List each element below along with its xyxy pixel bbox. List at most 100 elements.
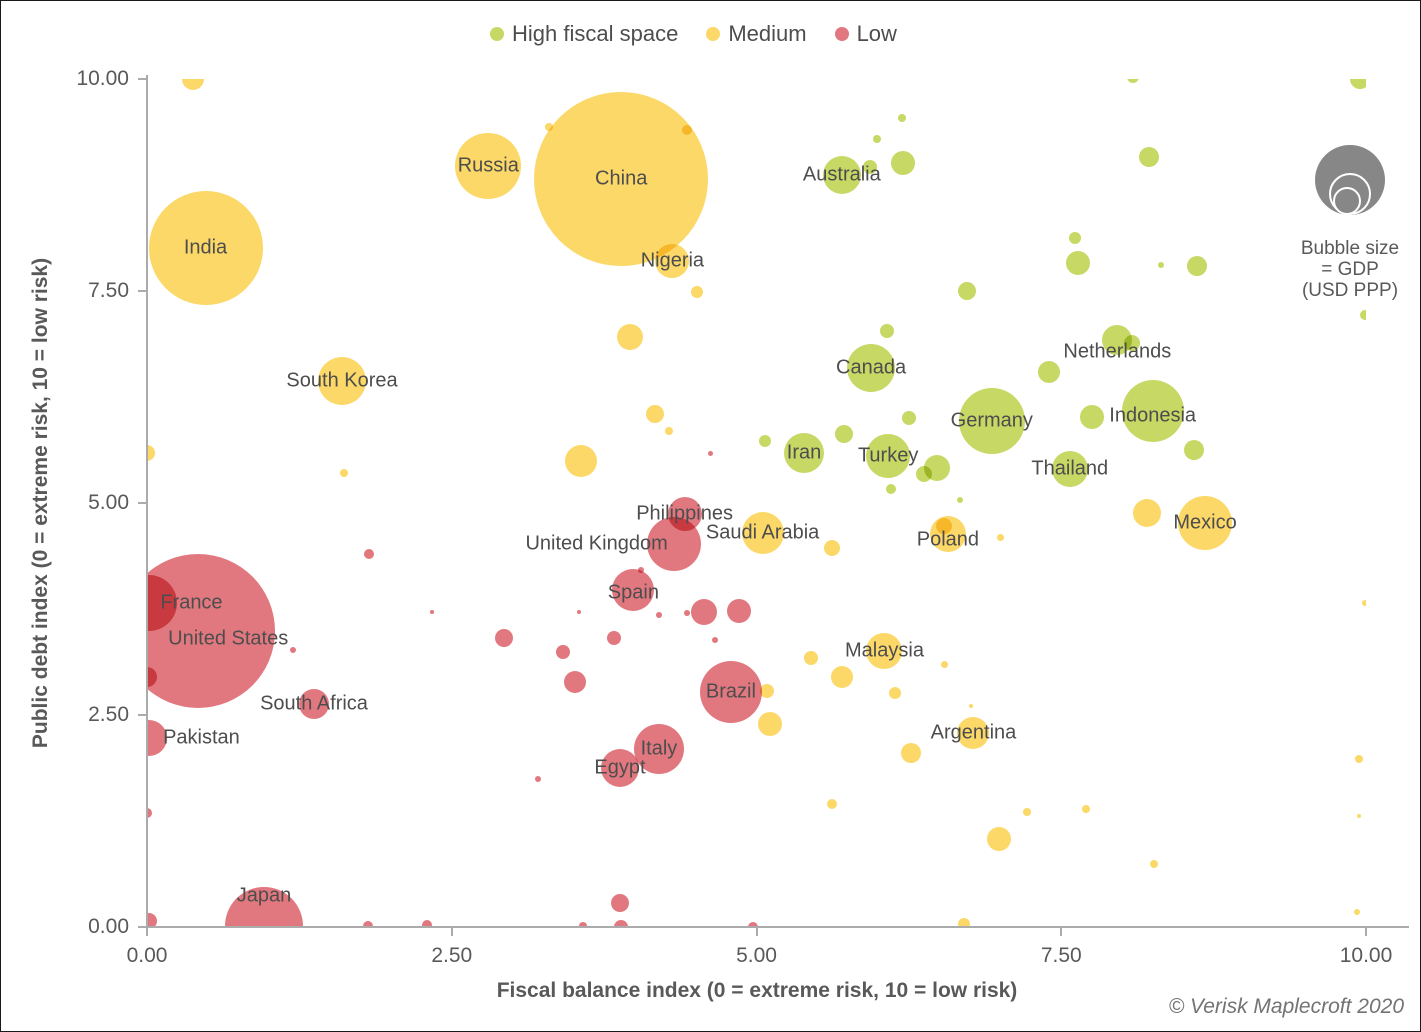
x-axis-line (146, 926, 1409, 928)
size-legend-line-1: Bubble size (1300, 238, 1400, 259)
bubble (664, 426, 673, 435)
bubble (885, 483, 896, 494)
x-tick-label: 0.00 (126, 944, 168, 967)
bubble (889, 686, 902, 699)
size-legend-line-2: = GDP (1321, 259, 1379, 280)
bubble (890, 150, 915, 175)
bubble (614, 920, 629, 927)
bubble-philippines (667, 497, 702, 532)
bubble (545, 123, 554, 132)
bubble (637, 566, 644, 573)
bubble (1361, 600, 1366, 607)
bubble (747, 922, 758, 927)
bubble-indonesia (1121, 380, 1184, 443)
y-tick-label: 5.00 (88, 491, 129, 514)
y-axis-line (146, 75, 148, 929)
x-axis-title: Fiscal balance index (0 = extreme risk, … (496, 979, 1018, 1002)
bubble-brazil (699, 661, 762, 724)
bubble (1081, 805, 1090, 814)
bubble (564, 444, 597, 477)
bubble (616, 323, 643, 350)
y-tick-mark (138, 714, 146, 716)
x-tick-mark (146, 928, 148, 936)
legend-dot-low (834, 27, 849, 41)
bubble (901, 743, 922, 764)
bubble (957, 496, 964, 503)
risk-legend: High fiscal space Medium Low (490, 21, 897, 47)
plot-area (147, 79, 1366, 927)
bubble (684, 610, 691, 617)
bubble (430, 610, 435, 615)
bubble (363, 548, 374, 559)
bubble (897, 114, 906, 122)
bubble (940, 661, 948, 669)
bubble (555, 645, 570, 660)
bubble (1066, 251, 1091, 276)
bubble (576, 610, 581, 615)
x-tick-mark (1365, 928, 1367, 936)
y-tick-mark (138, 502, 146, 504)
bubble (290, 646, 297, 653)
bubble (1023, 807, 1032, 816)
bubble (1349, 79, 1366, 89)
bubble (362, 921, 373, 927)
legend-label-high: High fiscal space (512, 21, 679, 46)
bubble (1356, 813, 1361, 818)
y-tick-mark (138, 290, 146, 292)
bubble (690, 285, 703, 298)
bubble-russia (455, 133, 522, 200)
bubble-argentina (957, 716, 990, 749)
bubble-mexico (1178, 496, 1233, 551)
bubble (1123, 334, 1140, 351)
bubble (827, 799, 838, 810)
x-tick-label: 10.00 (1339, 944, 1393, 967)
bubble (830, 665, 853, 688)
bubble-egypt (600, 748, 639, 787)
x-tick-label: 5.00 (736, 944, 777, 967)
bubble-italy (633, 723, 684, 774)
legend-item-high: High fiscal space (490, 21, 678, 47)
bubble-saudi-arabia (741, 511, 784, 554)
bubble (422, 920, 433, 927)
bubble (707, 451, 713, 457)
bubble (727, 598, 752, 623)
bubble-thailand (1051, 451, 1088, 488)
bubble (655, 611, 662, 618)
x-tick-label: 2.50 (431, 944, 473, 967)
bubble (957, 917, 970, 927)
bubble (1079, 405, 1104, 430)
bubble-japan (225, 887, 304, 927)
bubble (712, 637, 719, 644)
bubble (1186, 256, 1207, 277)
bubble-turkey (866, 434, 911, 479)
bubble (182, 79, 205, 90)
bubble-canada (847, 344, 896, 393)
bubble (147, 444, 155, 461)
bubble (563, 670, 586, 693)
bubble (969, 703, 974, 708)
bubble-south-korea (318, 356, 367, 405)
y-tick-label: 0.00 (88, 915, 129, 938)
bubble (495, 628, 514, 647)
bubble-pakistan (147, 719, 168, 756)
bubble (958, 282, 977, 300)
bubble-south-africa (299, 688, 329, 719)
bubble (804, 651, 819, 666)
y-tick-label: 2.50 (88, 703, 129, 726)
bubble (1038, 361, 1061, 384)
bubble (760, 684, 775, 699)
size-legend-line-3: (USD PPP) (1301, 280, 1399, 301)
y-tick-mark (138, 926, 146, 928)
bubble (606, 630, 621, 645)
bubble (646, 404, 665, 423)
bubble (1354, 908, 1361, 915)
y-axis-title: Public debt index (0 = extreme risk, 10 … (29, 257, 52, 749)
legend-dot-high (490, 27, 504, 41)
y-tick-mark (138, 78, 146, 80)
bubble (1068, 231, 1081, 244)
bubble (610, 894, 629, 913)
bubble (757, 712, 782, 737)
bubble (987, 826, 1012, 851)
bubble-nigeria (655, 244, 690, 279)
